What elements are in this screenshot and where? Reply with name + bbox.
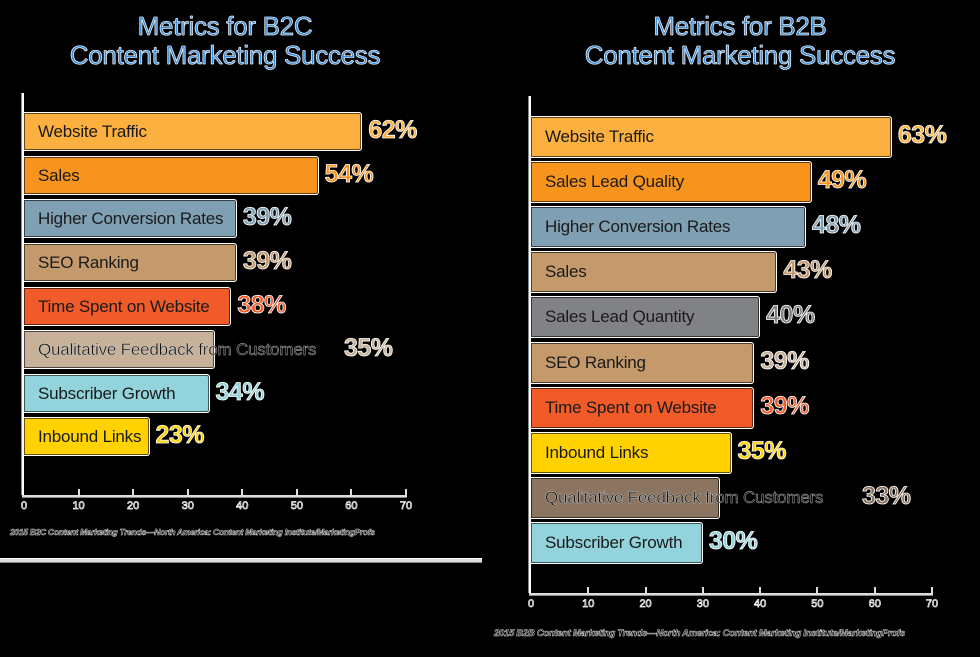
bar-value-label: 43% bbox=[783, 256, 833, 285]
b2c-chart-title: Metrics for B2C Content Marketing Succes… bbox=[20, 11, 430, 70]
bar-category-label: Sales bbox=[545, 262, 587, 281]
x-axis-tick bbox=[816, 587, 819, 594]
bar bbox=[531, 116, 892, 158]
bar-value-label: 35% bbox=[344, 333, 394, 362]
bar bbox=[531, 522, 703, 564]
bar-value-label: 39% bbox=[760, 392, 810, 421]
b2b-title-line2: Content Marketing Success bbox=[584, 40, 896, 70]
x-axis-tick-label: 60 bbox=[868, 598, 881, 611]
x-axis-tick bbox=[132, 489, 135, 496]
bar bbox=[531, 206, 806, 248]
bar-category-label: Time Spent on Website bbox=[545, 398, 717, 417]
b2b-chart-title: Metrics for B2B Content Marketing Succes… bbox=[530, 11, 950, 70]
bar-category-label: Website Traffic bbox=[38, 121, 147, 141]
bar-value-label: 39% bbox=[760, 347, 810, 376]
bar-category-label: Inbound Links bbox=[545, 443, 649, 462]
bar bbox=[24, 156, 319, 195]
bar-category-label: SEO Ranking bbox=[38, 252, 139, 272]
x-axis-tick-label: 60 bbox=[345, 500, 358, 513]
x-axis-tick-label: 40 bbox=[754, 598, 767, 611]
x-axis-tick bbox=[295, 489, 298, 496]
bar bbox=[531, 251, 778, 293]
bar bbox=[531, 387, 755, 429]
bar bbox=[24, 330, 215, 369]
bar-category-label: SEO Ranking bbox=[545, 353, 646, 372]
x-axis-tick bbox=[701, 587, 704, 594]
bar-value-label: 39% bbox=[242, 246, 292, 275]
bar-category-label: Sales Lead Quality bbox=[545, 172, 685, 191]
bar-value-label: 54% bbox=[324, 159, 374, 188]
x-axis-tick bbox=[405, 489, 407, 496]
bar-value-label: 23% bbox=[155, 420, 205, 449]
bar-value-label: 38% bbox=[237, 290, 287, 319]
x-axis-tick-label: 10 bbox=[582, 598, 595, 611]
bar-category-label: Time Spent on Website bbox=[38, 296, 210, 316]
b2c-title-line2: Content Marketing Success bbox=[69, 40, 381, 70]
bar-category-label: Sales Lead Quantity bbox=[545, 307, 695, 326]
b2c-title-line1: Metrics for B2C bbox=[137, 11, 313, 41]
divider-line bbox=[0, 558, 482, 563]
bar-category-label: Qualitative Feedback from Customers bbox=[38, 339, 317, 359]
bar-category-label: Inbound Links bbox=[38, 426, 142, 446]
bar-value-label: 48% bbox=[811, 211, 862, 240]
bar-category-label: Higher Conversion Rates bbox=[38, 208, 224, 228]
x-axis-tick bbox=[77, 489, 80, 496]
x-axis-line bbox=[529, 593, 933, 596]
x-axis-tick-label: 0 bbox=[527, 598, 535, 611]
x-axis-line bbox=[22, 495, 407, 498]
x-axis-tick bbox=[759, 587, 762, 594]
bar-value-label: 62% bbox=[368, 115, 418, 144]
x-axis-tick bbox=[873, 587, 876, 594]
x-axis-tick bbox=[241, 489, 244, 496]
x-axis-tick bbox=[587, 587, 590, 594]
x-axis-tick bbox=[644, 587, 647, 594]
x-axis-tick bbox=[186, 489, 189, 496]
x-axis-tick-label: 70 bbox=[925, 598, 939, 611]
bar-value-label: 35% bbox=[737, 437, 787, 466]
b2b-source-footnote: 2015 B2B Content Marketing Trends—North … bbox=[494, 628, 906, 640]
bar-value-label: 49% bbox=[817, 166, 867, 195]
bar bbox=[24, 243, 237, 282]
bar-category-label: Subscriber Growth bbox=[38, 383, 176, 403]
bar bbox=[531, 477, 721, 519]
bar-value-label: 30% bbox=[708, 527, 758, 556]
bar bbox=[24, 112, 363, 151]
x-axis-tick-label: 20 bbox=[639, 598, 652, 611]
bar bbox=[531, 432, 732, 474]
bar-value-label: 34% bbox=[215, 377, 265, 406]
bar bbox=[531, 161, 812, 203]
bar-category-label: Subscriber Growth bbox=[545, 533, 683, 552]
bar bbox=[24, 417, 150, 456]
bar bbox=[531, 296, 761, 338]
bar-category-label: Qualitative Feedback from Customers bbox=[545, 488, 824, 507]
bar-category-label: Website Traffic bbox=[545, 127, 654, 146]
bar-value-label: 33% bbox=[862, 482, 912, 511]
x-axis-tick bbox=[931, 587, 933, 594]
x-axis-tick-label: 30 bbox=[696, 598, 709, 611]
x-axis-tick-label: 10 bbox=[72, 500, 85, 513]
bar bbox=[24, 287, 232, 326]
bar-category-label: Sales bbox=[38, 165, 80, 185]
bar bbox=[531, 342, 755, 384]
y-axis-line bbox=[528, 96, 531, 593]
bar bbox=[24, 374, 210, 413]
x-axis-tick bbox=[350, 489, 353, 496]
x-axis-tick-label: 50 bbox=[290, 500, 303, 513]
bar-category-label: Higher Conversion Rates bbox=[545, 217, 731, 236]
x-axis-tick-label: 0 bbox=[20, 500, 28, 513]
bar bbox=[24, 199, 237, 238]
bar-value-label: 63% bbox=[897, 121, 947, 150]
x-axis-tick-label: 50 bbox=[811, 598, 824, 611]
b2c-source-footnote: 2015 B2C Content Marketing Trends—North … bbox=[10, 527, 376, 538]
y-axis-line bbox=[21, 93, 24, 495]
x-axis-tick-label: 70 bbox=[399, 500, 413, 513]
x-axis-tick-label: 40 bbox=[236, 500, 249, 513]
bar-value-label: 40% bbox=[766, 301, 816, 330]
x-axis-tick-label: 30 bbox=[181, 500, 194, 513]
x-axis-tick-label: 20 bbox=[127, 500, 140, 513]
b2b-title-line1: Metrics for B2B bbox=[653, 11, 827, 41]
bar-value-label: 39% bbox=[242, 202, 292, 231]
